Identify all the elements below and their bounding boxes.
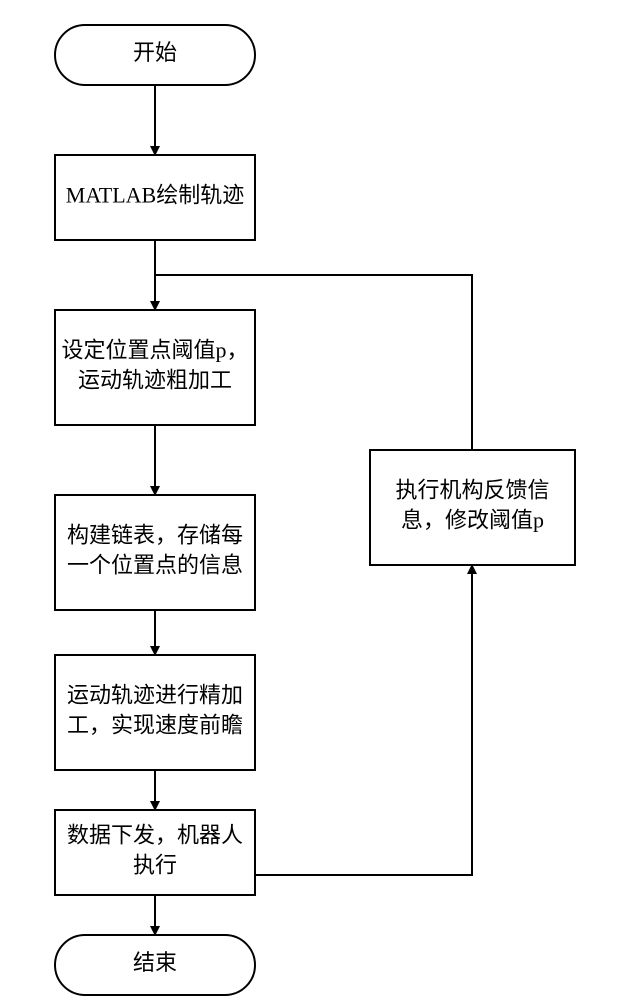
node-label: 结束 [133,950,177,975]
flowchart-canvas: 开始 MATLAB绘制轨迹设定位置点阈值p， 运动轨迹粗加工构建链表，存储每一个位置… [0,0,624,1000]
node-label: 运动轨迹粗加工 [78,367,232,392]
node-label: 数据下发，机器人 [67,823,243,848]
node-label: MATLAB绘制轨迹 [66,183,244,208]
node-label: 息，修改阈值p [401,507,544,532]
node-label: 工，实现速度前瞻 [67,712,243,737]
node-label: 执行 [133,852,177,877]
node-label: 执行机构反馈信 [395,478,549,503]
node-label: 设定位置点阈值p， [61,338,248,363]
node-label: 运动轨迹进行精加 [67,683,243,708]
node-label: 构建链表，存储每 [67,523,243,548]
node-label: 一个位置点的信息 [67,552,243,577]
node-label: 开始 [133,40,177,65]
